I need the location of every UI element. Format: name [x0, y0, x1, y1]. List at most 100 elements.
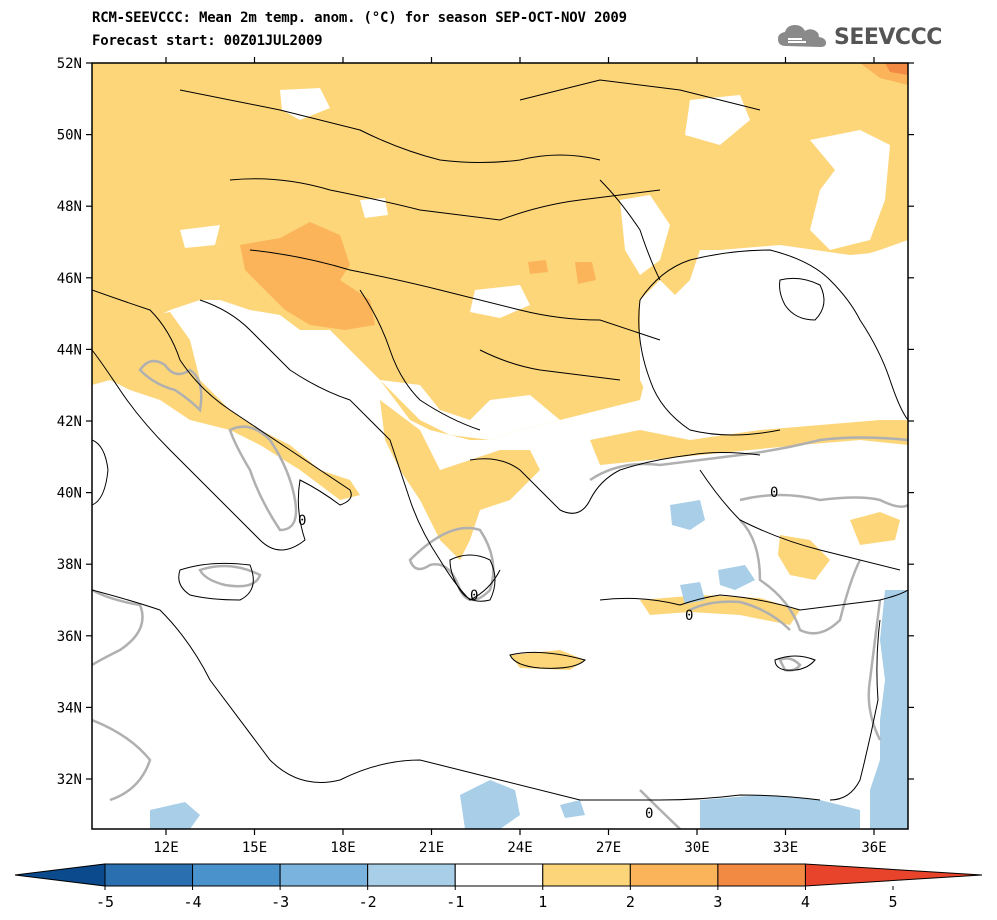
border [359, 289, 481, 431]
contour-line [228, 425, 298, 532]
anomaly-region-tunisia-sea [150, 802, 200, 829]
coastline-cyprus [774, 655, 816, 671]
coastline-africa [92, 589, 821, 801]
anomaly-region-central-europe [92, 63, 908, 440]
coastlines-borders [92, 79, 908, 801]
lon-tick-label: 30E [684, 840, 709, 856]
colorbar-label: 1 [538, 893, 547, 911]
lat-tick-label: 50N [57, 128, 82, 144]
anomaly-region-sw-turkey [680, 582, 705, 604]
colorbar-segment [629, 863, 719, 887]
lat-tick-label: 48N [57, 199, 82, 215]
neutral-region-ukraine [810, 130, 890, 250]
colorbar-label: -3 [271, 893, 289, 911]
anomaly-region-greece [380, 400, 540, 560]
anomaly-region-anatolia-a [850, 512, 900, 545]
anomaly-region-south-turkey [640, 595, 800, 625]
coastline-crete [509, 651, 586, 669]
border [699, 469, 901, 571]
colorbar-label: 5 [888, 893, 897, 911]
colorbar-segment [192, 863, 281, 887]
colorbar-segment [454, 863, 544, 887]
colorbar-segment [104, 863, 194, 887]
contour-line [408, 526, 495, 602]
coastline-greece [469, 452, 761, 514]
contour-label: 0 [685, 608, 693, 624]
anomaly-region-ne-corner [885, 63, 908, 75]
forecast-start-label: Forecast start: 00Z01JUL2009 [92, 33, 323, 49]
contour-line [739, 493, 908, 508]
neutral-region-north-sea [650, 245, 908, 435]
neutral-region-balkans [380, 380, 560, 440]
lon-tick-label: 33E [773, 840, 798, 856]
border [179, 89, 601, 163]
logo-text: SEEVCCC [834, 24, 942, 50]
neutral-region-belarus [685, 95, 750, 145]
contour-line [639, 789, 681, 829]
colorbar-segment [279, 863, 369, 887]
anomaly-region-levant [870, 590, 908, 829]
lon-tick-label: 12E [153, 840, 178, 856]
colorbar-arrow-right [804, 863, 983, 887]
anomaly-region-crete [510, 650, 585, 670]
longitude-axis: 12E 15E 18E 21E 24E 27E 30E 33E 36E [153, 57, 887, 856]
lon-tick-label: 36E [861, 840, 886, 856]
coastline-adriatic-east [199, 299, 501, 601]
neutral-region-alps [180, 225, 220, 248]
map-title: RCM-SEEVCCC: Mean 2m temp. anom. (°C) fo… [92, 10, 627, 26]
coastline-levant [829, 619, 881, 801]
contour-labels: 0 0 0 0 0 [298, 485, 778, 822]
lat-tick-label: 36N [57, 629, 82, 645]
colorbar-label: -4 [184, 893, 202, 911]
contour-line [198, 564, 262, 588]
coastline-italy [92, 289, 352, 551]
anomaly-region-turkey-coast [590, 420, 908, 465]
neutral-region-austria [280, 88, 330, 120]
plot-frame [91, 62, 909, 830]
lat-tick-label: 40N [57, 486, 82, 502]
contour-label: 0 [298, 513, 306, 529]
coastline-turkey-south [599, 589, 908, 611]
contour-label: 0 [645, 806, 653, 822]
anomaly-region-pannonian [240, 222, 375, 330]
anomaly-region-italy [92, 312, 360, 500]
anomaly-region-west-turkey [670, 500, 705, 530]
lon-tick-label: 15E [242, 840, 267, 856]
neutral-region-bulgaria-east [470, 285, 530, 318]
contour-label: 0 [770, 485, 778, 501]
lat-tick-label: 46N [57, 271, 82, 287]
lat-tick-label: 42N [57, 414, 82, 430]
colorbar-segment [717, 863, 806, 887]
cloud-icon [778, 25, 826, 47]
lon-tick-label: 24E [507, 840, 532, 856]
latitude-axis: 52N 50N 48N 46N 44N 42N 40N 38N 36N 34N 32N [57, 56, 914, 788]
lon-tick-label: 27E [596, 840, 621, 856]
contour-line [739, 519, 862, 635]
logo: SEEVCCC [776, 22, 942, 52]
coastline-peloponnese [449, 554, 496, 602]
lat-tick-label: 52N [57, 56, 82, 72]
border [599, 179, 661, 281]
anomaly-region-libya [460, 780, 520, 829]
colorbar-arrow-left [14, 863, 106, 887]
coastline-sardinia [92, 439, 109, 506]
lon-tick-label: 21E [419, 840, 444, 856]
contour-line [689, 600, 791, 631]
lat-tick-label: 32N [57, 772, 82, 788]
contour-line [867, 599, 882, 741]
coastline-sicily [178, 562, 254, 601]
lat-tick-label: 44N [57, 342, 82, 358]
colorbar-label: 2 [626, 893, 635, 911]
border [479, 349, 621, 381]
lon-tick-label: 18E [330, 840, 355, 856]
colorbar-label: -5 [96, 893, 114, 911]
neutral-region-moldova [620, 195, 670, 275]
contour-line [92, 588, 144, 667]
colorbar-label: -1 [446, 893, 464, 911]
coastline-crimea [779, 277, 825, 321]
border [249, 249, 661, 341]
neutral-region-slovakia [360, 198, 388, 218]
anomaly-region-nile [560, 800, 585, 818]
colorbar-label: -2 [359, 893, 377, 911]
